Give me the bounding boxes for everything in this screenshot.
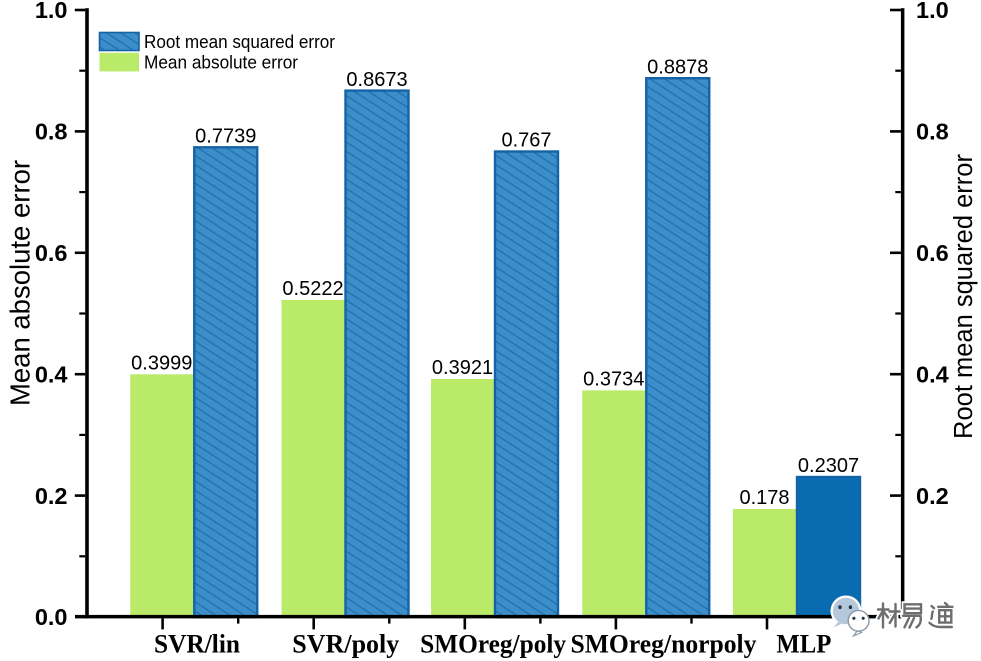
svg-text:0.2: 0.2 [35,483,68,509]
svg-text:0.7739: 0.7739 [195,126,256,148]
svg-text:0.2: 0.2 [916,483,949,509]
svg-text:Mean absolute error: Mean absolute error [5,160,36,406]
svg-text:MLP: MLP [776,629,831,658]
svg-text:SMOreg/norpoly: SMOreg/norpoly [571,629,757,658]
svg-text:SMOreg/poly: SMOreg/poly [420,629,566,658]
svg-text:0.4: 0.4 [35,361,68,387]
svg-text:1.0: 1.0 [916,0,949,23]
svg-text:0.5222: 0.5222 [282,278,343,300]
svg-text:0.6: 0.6 [35,240,68,266]
svg-text:SVR/poly: SVR/poly [292,629,399,658]
svg-text:SVR/lin: SVR/lin [154,629,241,658]
svg-text:0.3921: 0.3921 [432,357,493,379]
svg-text:0.3734: 0.3734 [583,369,644,391]
svg-text:1.0: 1.0 [35,0,68,23]
svg-text:0.2307: 0.2307 [798,455,859,477]
svg-text:0.8878: 0.8878 [647,56,708,78]
svg-text:0.767: 0.767 [501,130,551,152]
svg-text:0.6: 0.6 [916,240,949,266]
svg-text:0.4: 0.4 [916,361,949,387]
svg-text:0.3999: 0.3999 [131,353,192,375]
svg-text:0.0: 0.0 [35,604,68,630]
svg-text:0.8673: 0.8673 [346,69,407,91]
svg-text:Root mean squared error: Root mean squared error [144,31,335,52]
svg-text:Root mean squared error: Root mean squared error [950,154,978,439]
svg-text:0.8: 0.8 [916,119,949,145]
svg-text:0.178: 0.178 [739,487,789,509]
svg-text:0.8: 0.8 [35,119,68,145]
svg-text:Mean absolute error: Mean absolute error [144,52,298,73]
